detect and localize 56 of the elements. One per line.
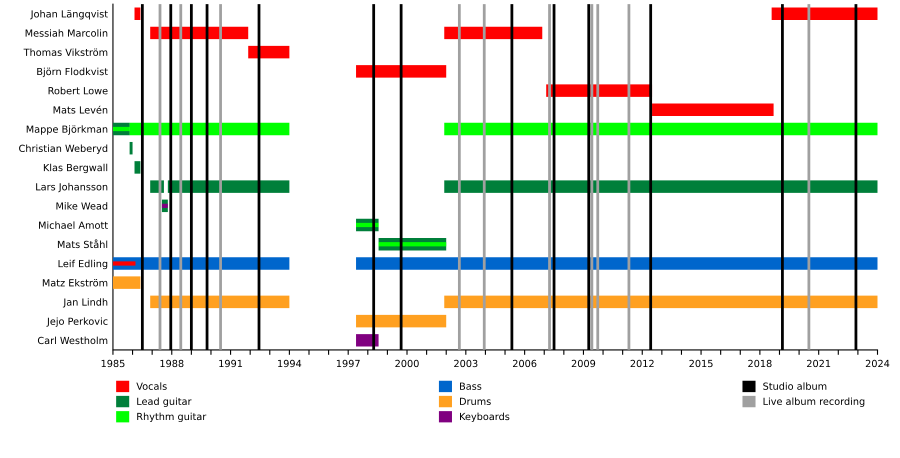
y-tick-label: Thomas Vikström	[24, 48, 108, 56]
bar	[134, 7, 140, 20]
y-tick-label: Björn Flodkvist	[37, 68, 108, 78]
legend-label: Drums	[460, 398, 491, 406]
x-tick-label: 2006	[512, 360, 536, 368]
bar	[356, 257, 878, 270]
x-tick-label: 2003	[454, 360, 478, 368]
bar	[444, 180, 878, 193]
x-tick-label: 2021	[807, 360, 830, 368]
bar	[444, 122, 878, 136]
legend-label: Studio album	[763, 382, 826, 390]
y-tick-label: Klas Bergwall	[44, 164, 108, 174]
legend-label: Vocals	[136, 382, 167, 390]
y-tick-label: Matz Ekström	[42, 278, 108, 287]
bar	[134, 161, 140, 174]
x-tick-label: 2015	[689, 360, 713, 368]
y-tick-label: Mats Ståhl	[58, 239, 108, 248]
y-tick-label: Mats Levén	[54, 106, 108, 114]
bar	[378, 242, 446, 246]
legend-label: Bass	[460, 382, 482, 390]
bar	[356, 314, 446, 328]
x-tick-label: 2024	[866, 360, 890, 368]
x-tick-label: 2012	[630, 360, 654, 368]
legend-label: Live album recording	[764, 397, 864, 407]
bar	[248, 46, 290, 58]
y-tick-label: Robert Lowe	[48, 86, 108, 94]
bar	[772, 7, 878, 20]
y-tick-label: Lars Johansson	[36, 182, 108, 192]
bar	[444, 296, 878, 308]
x-tick-label: 1991	[219, 360, 242, 368]
x-tick-label: 2000	[395, 360, 419, 368]
y-tick-label: Carl Westholm	[38, 336, 108, 344]
x-tick-label: 1985	[102, 360, 124, 368]
legend-label: Lead guitar	[137, 397, 192, 407]
x-tick-label: 1997	[336, 360, 360, 368]
y-tick-label: Johan Längqvist	[30, 10, 108, 20]
x-tick-label: 1994	[278, 360, 302, 368]
bar	[130, 142, 133, 154]
bar	[444, 26, 542, 40]
y-tick-label: Jan Lindh	[62, 298, 108, 308]
y-tick-label: Mike Wead	[56, 202, 108, 210]
y-tick-label: Messiah Marcolin	[26, 29, 108, 37]
legend-label: Keyboards	[460, 412, 510, 422]
y-tick-label: Christian Weberyd	[19, 144, 108, 154]
bar	[356, 65, 446, 78]
y-tick-label: Leif Edling	[58, 260, 108, 270]
y-tick-label: Michael Amott	[39, 221, 108, 229]
y-tick-label: Mappe Björkman	[26, 125, 108, 135]
bar	[112, 276, 140, 289]
legend-label: Rhythm guitar	[137, 412, 206, 422]
x-tick-label: 2009	[572, 360, 596, 368]
x-tick-label: 1988	[160, 360, 184, 368]
bar	[112, 261, 136, 266]
y-tick-label: Jejo Perkovic	[46, 317, 108, 327]
bar	[652, 104, 774, 116]
x-tick-label: 2018	[748, 360, 772, 368]
